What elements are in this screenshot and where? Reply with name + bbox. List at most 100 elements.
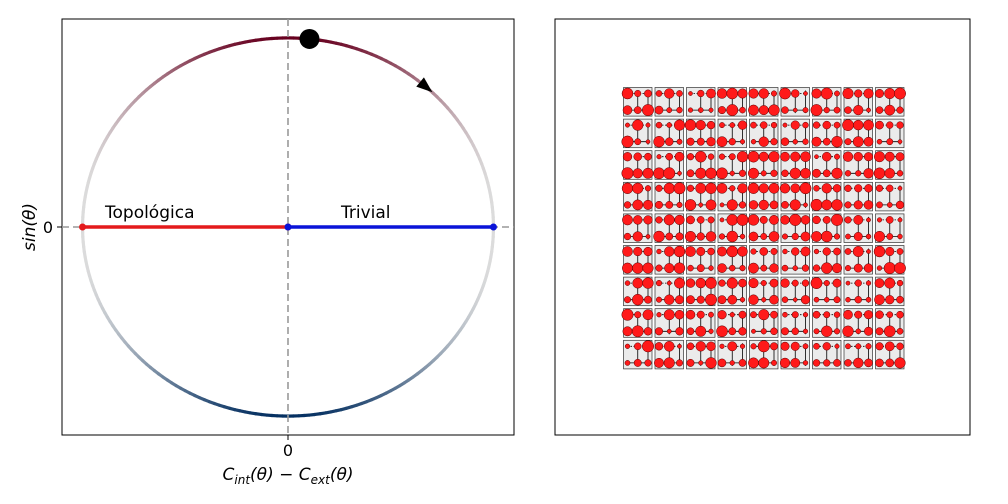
lattice-site — [884, 277, 896, 289]
lattice-site — [842, 325, 854, 338]
lattice-site — [739, 233, 746, 240]
lattice-site — [653, 167, 665, 180]
lattice-site — [760, 280, 767, 287]
lattice-site — [654, 105, 664, 115]
lattice-site — [726, 277, 738, 289]
lattice-site — [663, 182, 675, 194]
lattice-site — [780, 215, 790, 225]
lattice-site — [716, 167, 728, 180]
lattice-cell — [811, 118, 843, 149]
lattice-site — [697, 89, 705, 98]
lattice-site — [750, 311, 757, 319]
lattice-cell — [843, 245, 874, 275]
lattice-cell — [875, 308, 905, 338]
lattice-site — [717, 246, 727, 257]
lattice-site — [812, 121, 821, 129]
lattice-site — [655, 90, 663, 97]
lattice-site — [622, 214, 633, 226]
x-tick-label: 0 — [283, 441, 293, 460]
lattice-site — [896, 342, 904, 351]
lattice-site — [897, 217, 903, 223]
lattice-cell — [873, 150, 905, 180]
lattice-site — [625, 122, 630, 128]
lattice-site — [782, 122, 788, 128]
lattice-site — [676, 90, 683, 97]
lattice-site — [842, 87, 854, 100]
lattice-site — [676, 106, 683, 114]
lattice-cell — [810, 181, 843, 212]
lattice-cell — [747, 150, 780, 180]
lattice-site — [770, 248, 778, 255]
lattice-site — [643, 327, 653, 336]
lattice-cell — [842, 118, 874, 149]
lattice-site — [873, 230, 886, 243]
lattice-site — [748, 200, 759, 210]
lattice-site — [718, 233, 726, 240]
lattice-cell — [686, 339, 717, 370]
lattice-site — [624, 343, 631, 349]
lattice-site — [644, 152, 652, 161]
lattice-cell — [623, 339, 654, 370]
lattice-site — [845, 280, 851, 286]
lattice-site — [810, 198, 823, 211]
lattice-cell — [810, 87, 842, 117]
lattice-cell — [747, 213, 780, 243]
lattice-site — [853, 152, 863, 162]
lattice-site — [771, 359, 777, 366]
lattice-site — [875, 184, 884, 192]
lattice-site — [884, 341, 895, 352]
lattice-cell — [748, 245, 779, 275]
lattice-site — [728, 327, 737, 336]
lattice-site — [645, 122, 651, 128]
lattice-site — [705, 199, 717, 211]
lattice-site — [885, 216, 894, 224]
lattice-site — [688, 91, 693, 96]
lattice-site — [739, 297, 746, 303]
lattice-site — [624, 296, 631, 304]
lattice-site — [705, 357, 717, 369]
lattice-cell — [622, 245, 654, 275]
lattice-site — [791, 327, 799, 336]
lattice-site — [696, 310, 705, 319]
lattice-site — [761, 297, 767, 303]
lattice-cell — [716, 118, 748, 149]
lattice-site — [758, 88, 769, 99]
lattice-site — [751, 328, 756, 334]
lattice-site — [686, 342, 695, 351]
lattice-site — [823, 280, 830, 287]
lattice-site — [863, 152, 874, 162]
lattice-site — [844, 265, 852, 272]
lattice-site — [853, 214, 864, 225]
lattice-site — [865, 280, 872, 286]
lattice-site — [737, 183, 748, 194]
lattice-site — [781, 327, 789, 336]
series-label-topologica: Topológica — [104, 203, 195, 223]
lattice-site — [813, 248, 820, 255]
lattice-cell — [812, 245, 843, 275]
lattice-site — [884, 168, 895, 179]
lattice-site — [621, 135, 634, 148]
lattice-site — [821, 262, 833, 274]
lattice-site — [655, 296, 663, 303]
lattice-site — [716, 136, 728, 148]
lattice-site — [750, 248, 757, 255]
lattice-site — [686, 327, 695, 336]
lattice-site — [633, 152, 642, 161]
lattice-site — [853, 263, 863, 273]
lattice-site — [792, 265, 799, 271]
lattice-site — [655, 280, 663, 287]
lattice-site — [844, 184, 852, 192]
lattice-site — [855, 328, 862, 335]
lattice-site — [864, 326, 873, 336]
lattice-site — [621, 308, 634, 321]
lattice-site — [623, 201, 632, 209]
lattice-site — [789, 199, 801, 211]
lattice-site — [644, 89, 652, 98]
lattice-site — [686, 215, 695, 225]
lattice-site — [654, 342, 664, 351]
lattice-cell — [843, 339, 873, 370]
lattice-site — [706, 137, 716, 147]
lattice-site — [810, 104, 823, 117]
lattice-site — [632, 199, 644, 211]
lattice-site — [666, 280, 672, 286]
